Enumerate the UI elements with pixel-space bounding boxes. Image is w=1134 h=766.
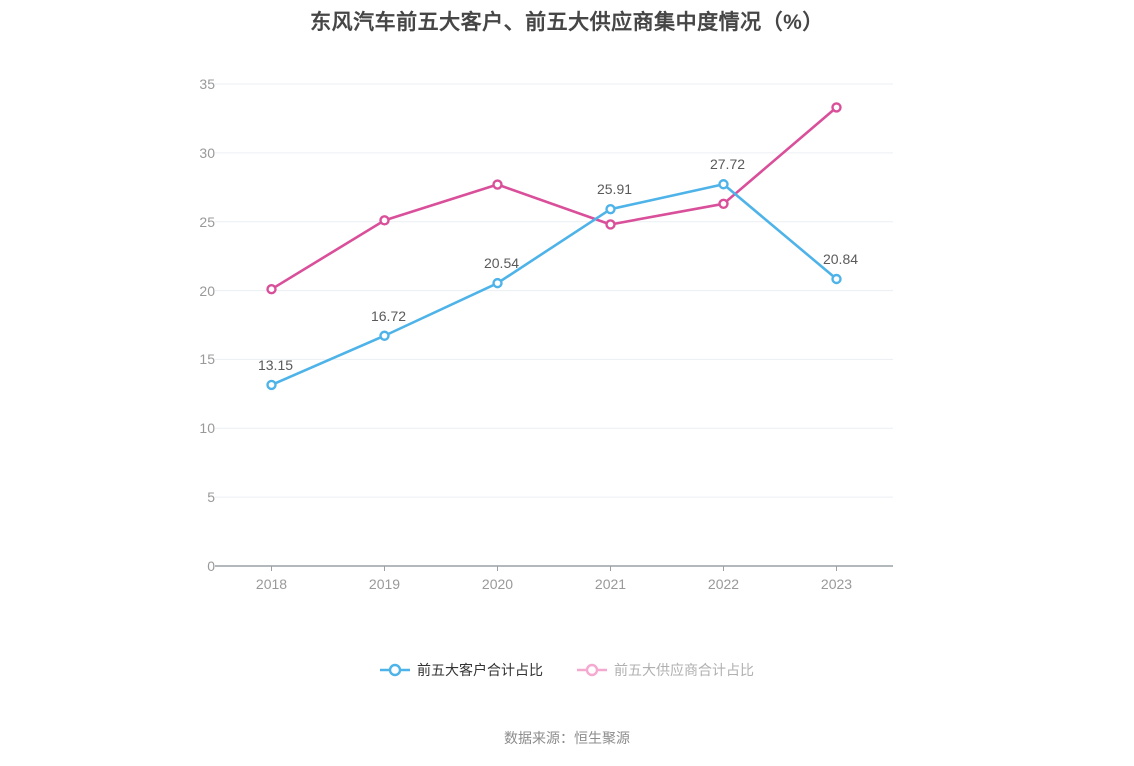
data-point[interactable] — [379, 215, 390, 226]
legend-item-label: 前五大客户合计占比 — [417, 662, 543, 678]
x-axis-tick-label: 2022 — [707, 576, 740, 592]
x-axis-tick-label: 2019 — [368, 576, 401, 592]
y-axis-tick-label: 0 — [207, 558, 215, 574]
data-point[interactable] — [831, 273, 842, 285]
data-point-label: 13.15 — [257, 356, 294, 373]
y-axis-tick-label: 15 — [199, 351, 215, 368]
legend-item-customers[interactable]: 前五大客户合计占比 — [380, 660, 543, 680]
series-line-suppliers — [270, 106, 838, 291]
data-point[interactable] — [266, 283, 277, 295]
data-point-label: 20.84 — [822, 251, 859, 267]
y-axis-tick-label: 20 — [199, 282, 215, 299]
data-point[interactable] — [492, 179, 503, 190]
legend-marker-icon — [380, 663, 410, 677]
series-line-customers — [270, 182, 838, 387]
x-axis-tick-label: 2021 — [594, 576, 627, 592]
data-point-label: 27.72 — [709, 156, 746, 173]
data-point[interactable] — [605, 219, 616, 230]
data-point[interactable] — [718, 198, 729, 210]
y-axis-tick-label: 30 — [199, 144, 215, 161]
legend-item-suppliers[interactable]: 前五大供应商合计占比 — [577, 660, 754, 680]
plot-area — [215, 83, 893, 571]
y-axis-tick-label: 5 — [207, 489, 215, 506]
data-point[interactable] — [605, 203, 616, 215]
x-axis-tick-label: 2023 — [820, 576, 853, 592]
y-axis-tick-label: 10 — [199, 420, 215, 437]
data-point[interactable] — [379, 330, 390, 341]
line-chart-svg — [215, 83, 893, 571]
page-title: 东风汽车前五大客户、前五大供应商集中度情况（%） — [310, 11, 824, 34]
data-point[interactable] — [266, 379, 277, 391]
source-note: 数据来源：恒生聚源 — [504, 730, 630, 746]
data-point-label: 25.91 — [596, 181, 633, 198]
y-axis: 0 5 10 15 20 25 30 35 — [170, 0, 215, 620]
data-point[interactable] — [718, 179, 729, 190]
data-point-label: 16.72 — [370, 307, 407, 324]
legend-item-label: 前五大供应商合计占比 — [614, 662, 754, 678]
legend-marker-icon — [577, 663, 607, 677]
x-axis-tick-label: 2020 — [481, 576, 514, 592]
data-point-label: 20.54 — [483, 255, 520, 272]
x-axis-tick-label: 2018 — [255, 576, 288, 592]
data-point[interactable] — [831, 102, 842, 113]
chart-legend: 前五大客户合计占比 前五大供应商合计占比 — [0, 660, 1134, 680]
data-point[interactable] — [492, 277, 503, 289]
y-axis-tick-label: 35 — [199, 76, 215, 92]
y-axis-tick-label: 25 — [199, 213, 215, 230]
